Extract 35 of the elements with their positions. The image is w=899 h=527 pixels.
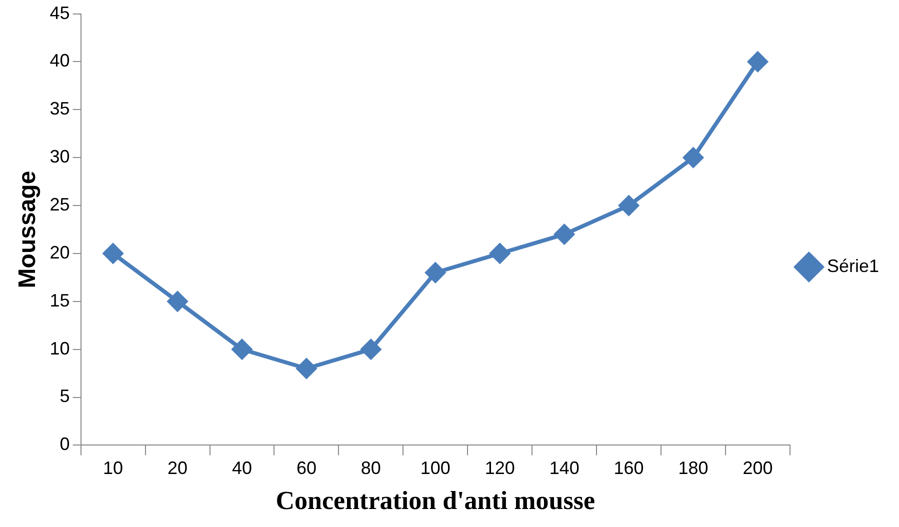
legend-label: Série1 [826, 256, 879, 276]
y-tick-label: 15 [50, 290, 70, 310]
point [748, 52, 768, 72]
y-tick-label: 30 [50, 146, 70, 167]
point [103, 243, 124, 264]
y-tick-label: 25 [50, 194, 70, 214]
point [232, 339, 252, 360]
x-tick-label: 40 [232, 458, 252, 478]
x-tick-label: 10 [103, 458, 124, 478]
point [360, 339, 381, 360]
x-tick-label: 200 [742, 458, 773, 478]
point [554, 224, 574, 244]
y-tick-label: 45 [50, 2, 70, 23]
x-tick-label: 60 [296, 458, 316, 478]
y-tick-label: 20 [50, 242, 70, 262]
y-axis-title: Moussage [14, 170, 42, 288]
x-tick-label: 140 [549, 458, 580, 478]
point [618, 196, 639, 216]
x-tick-label: 160 [614, 458, 644, 478]
x-tick-label: 20 [168, 458, 188, 478]
y-tick-label: 5 [60, 386, 70, 406]
x-tick-label: 120 [484, 458, 515, 478]
x-tick-label: 80 [360, 458, 381, 478]
y-tick-label: 35 [50, 98, 70, 119]
x-tick-label: 180 [678, 458, 708, 478]
x-axis-title: Concentration d'anti mousse [276, 486, 596, 516]
point [683, 148, 704, 168]
y-tick-label: 0 [60, 434, 70, 454]
point [296, 358, 316, 379]
y-tick-label: 10 [50, 338, 70, 358]
x-tick-label: 100 [420, 458, 450, 478]
point [168, 291, 188, 312]
point [490, 243, 510, 264]
point [425, 262, 446, 283]
y-tick-label: 40 [50, 50, 70, 71]
